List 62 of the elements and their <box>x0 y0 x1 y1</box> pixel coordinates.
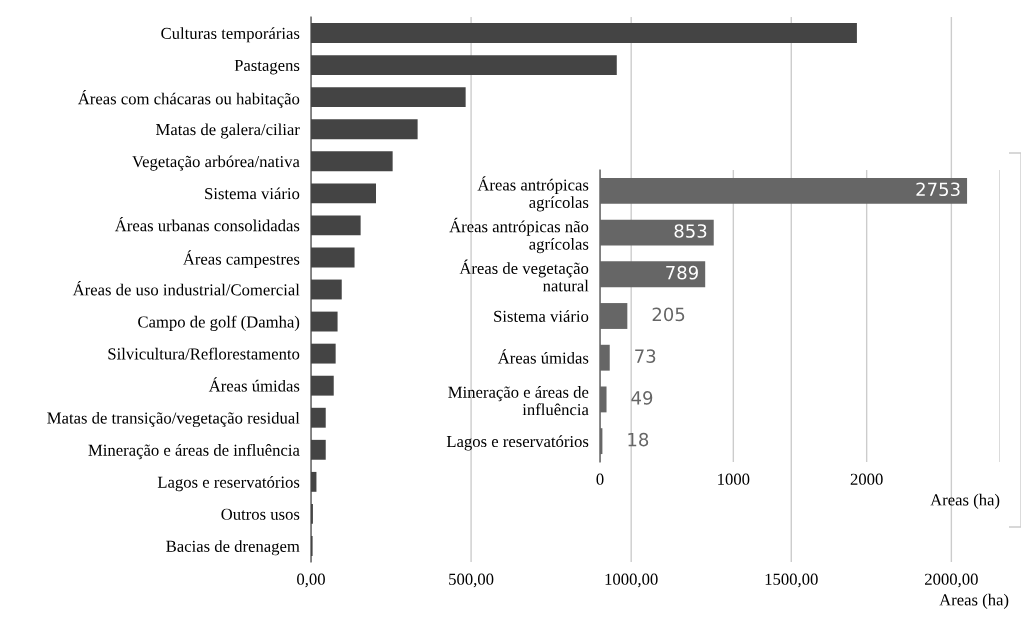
bar <box>311 471 317 492</box>
data-label: 789 <box>666 265 698 280</box>
bar <box>600 344 610 371</box>
bar <box>311 311 338 332</box>
x-tick-label: 500,00 <box>449 573 494 588</box>
bar <box>311 279 342 300</box>
y-tick-label: Silvicultura/Reflorestamento <box>108 347 300 360</box>
y-tick-label: Mineração e áreas de influência <box>88 443 300 460</box>
bar <box>600 177 968 204</box>
y-tick-label: Bacias de drenagem <box>166 540 300 556</box>
bar <box>311 23 857 43</box>
y-tick-label: Culturas temporárias <box>161 27 300 43</box>
bar <box>311 215 361 236</box>
bar <box>311 55 617 76</box>
y-tick-label: Áreas com chácaras ou habitação <box>77 90 300 108</box>
y-tick-label: Lagos e reservatórios <box>446 435 589 451</box>
x-tick-label: 0,00 <box>297 573 325 588</box>
bar <box>600 386 607 413</box>
y-tick-label: Outros usos <box>221 508 300 520</box>
data-label: 49 <box>631 391 653 405</box>
bar <box>311 183 376 204</box>
x-tick-label: 1000,00 <box>605 573 658 588</box>
y-tick-label: Áreas de vegetação natural <box>459 259 589 292</box>
y-tick-label: Mineração e áreas de influência <box>448 386 589 416</box>
y-tick-label: Áreas antrópicas não agrícolas <box>449 217 589 254</box>
y-tick-label: Pastagens <box>234 59 300 75</box>
y-tick-label: Campo de golf (Damha) <box>138 315 300 332</box>
data-label: 18 <box>628 432 649 447</box>
bar <box>311 247 355 268</box>
y-tick-label: Sistema viário <box>494 310 589 322</box>
bar <box>311 87 466 108</box>
bar <box>311 407 326 428</box>
y-tick-label: Matas de transição/vegetação residual <box>47 411 300 428</box>
x-tick-label: 1500,00 <box>765 573 818 588</box>
bar <box>311 119 418 140</box>
y-tick-label: Áreas antrópicas agrícolas <box>477 176 589 212</box>
y-tick-label: Áreas úmidas <box>208 377 300 392</box>
x-tick-label: 2000,00 <box>925 573 978 588</box>
x-tick-label: 1000 <box>718 473 750 485</box>
bar <box>600 261 706 288</box>
bar <box>600 219 714 246</box>
data-label: 73 <box>635 349 656 363</box>
x-tick-label: 0 <box>596 473 604 485</box>
y-tick-label: Sistema viário <box>205 187 300 200</box>
y-tick-label: Áreas campestres <box>182 250 300 269</box>
y-tick-label: Matas de galera/ciliar <box>155 123 300 139</box>
y-tick-label: Áreas de uso industrial/Comercial <box>72 281 300 296</box>
x-tick-label: 2000 <box>850 473 883 485</box>
y-tick-label: Áreas úmidas <box>497 349 589 364</box>
data-label: 853 <box>674 224 707 238</box>
bar <box>311 151 393 172</box>
y-tick-label: Lagos e reservatórios <box>157 476 300 492</box>
bar <box>311 343 336 364</box>
y-tick-label: Áreas urbanas consolidadas <box>114 216 300 232</box>
x-axis-title: Areas (ha) <box>939 593 1009 609</box>
y-tick-label: Vegetação arbórea/nativa <box>132 155 300 171</box>
bar <box>311 375 334 396</box>
data-label: 2753 <box>916 182 960 197</box>
data-label: 205 <box>652 307 685 322</box>
x-axis-title: Areas (ha) <box>930 493 1000 509</box>
bar <box>311 439 326 460</box>
bar <box>600 303 628 329</box>
